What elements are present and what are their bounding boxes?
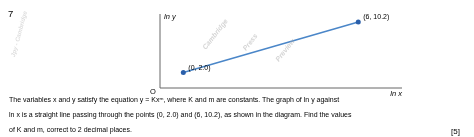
html-text:The variables x and y satisfy: The variables x and y satisfy the equati… bbox=[9, 96, 340, 103]
html-text:Jpy - Cambridge: Jpy - Cambridge bbox=[10, 10, 28, 58]
html-text:Preview: Preview bbox=[274, 37, 296, 63]
html-text:7: 7 bbox=[8, 8, 14, 19]
html-text:ln y: ln y bbox=[164, 12, 176, 21]
html-text:O: O bbox=[150, 87, 156, 96]
html-text:Cambridge: Cambridge bbox=[201, 17, 229, 51]
svg-text:(6, 10.2): (6, 10.2) bbox=[363, 13, 389, 21]
html-text:[5]: [5] bbox=[451, 127, 460, 136]
html-text:Press: Press bbox=[241, 32, 259, 52]
html-text:ln x: ln x bbox=[390, 89, 402, 98]
svg-text:(0, 2.0): (0, 2.0) bbox=[188, 64, 210, 72]
html-text:ln x is a straight line passin: ln x is a straight line passing through … bbox=[9, 111, 352, 118]
html-text:of K and m, correct to 2 decim: of K and m, correct to 2 decimal places. bbox=[9, 126, 132, 133]
